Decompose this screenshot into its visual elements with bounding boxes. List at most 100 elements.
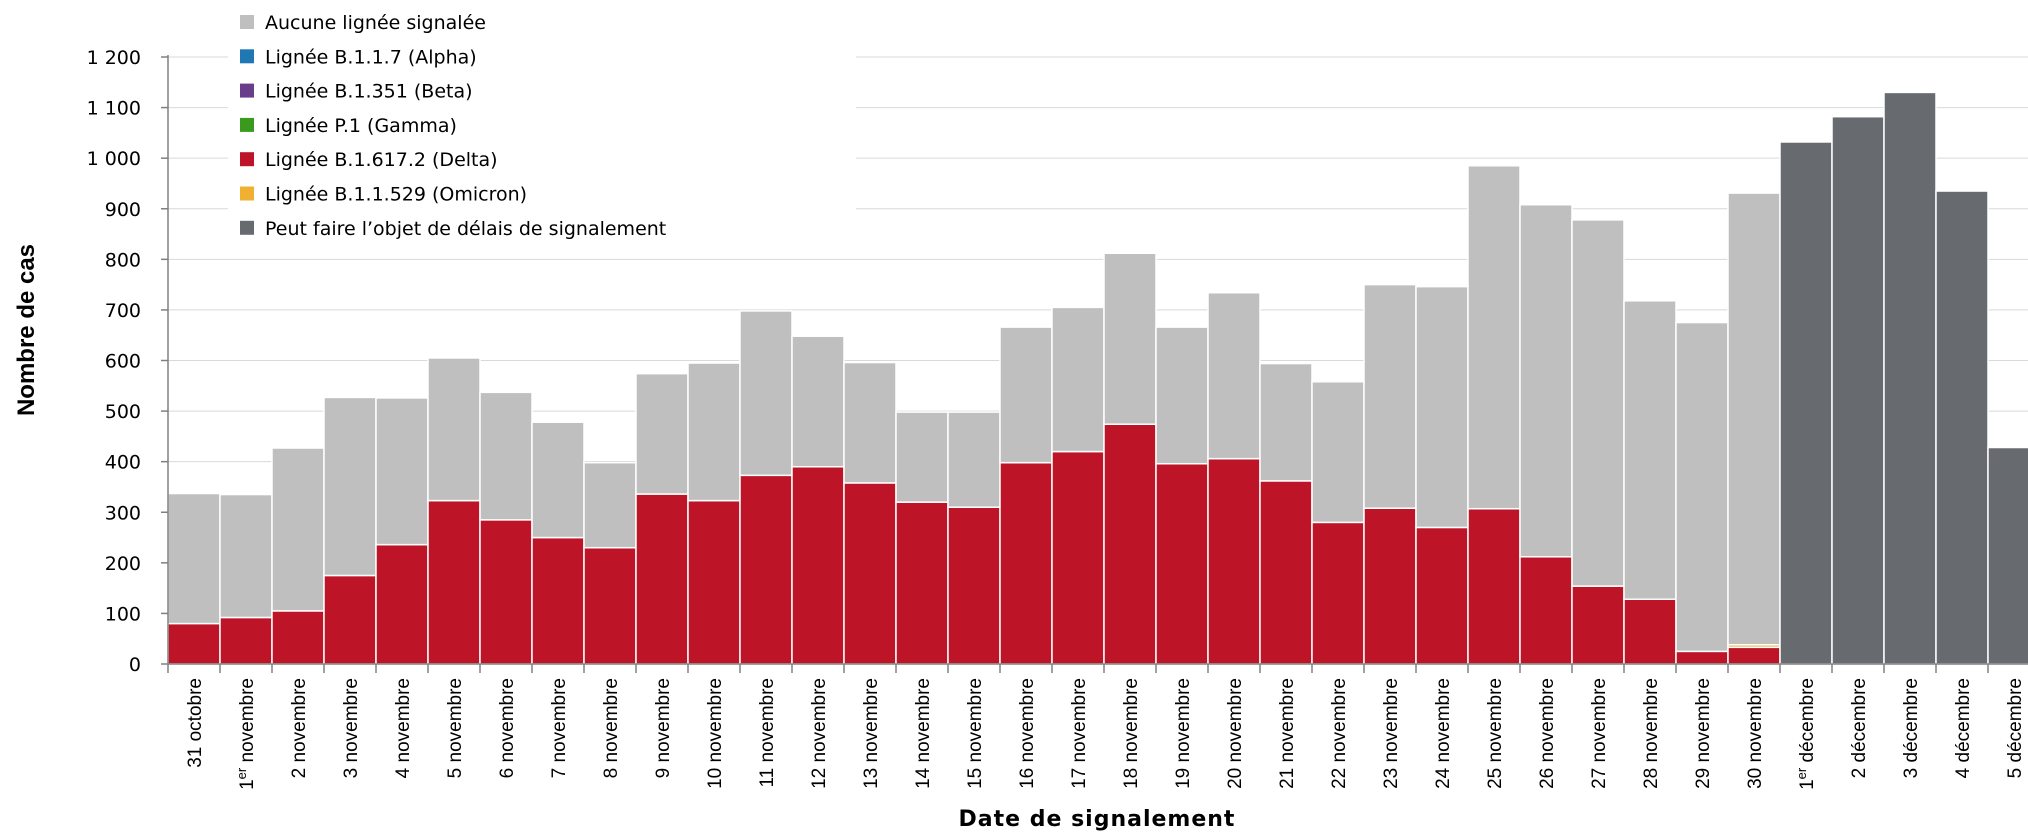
bar-segment bbox=[739, 310, 793, 477]
legend-swatch bbox=[240, 152, 254, 167]
legend-swatch bbox=[240, 83, 254, 98]
y-tick-label: 300 bbox=[105, 502, 141, 524]
bars bbox=[167, 91, 2028, 665]
x-tick-label: 24 novembre bbox=[1433, 678, 1454, 789]
bar-segment bbox=[1155, 326, 1209, 465]
y-tick-label: 200 bbox=[105, 553, 141, 575]
x-tick-label: 8 novembre bbox=[601, 678, 622, 778]
bar-segment bbox=[895, 501, 949, 665]
bar-segment bbox=[1103, 252, 1157, 425]
bar-segment bbox=[1311, 521, 1365, 665]
legend: Aucune lignée signalée Lignée B.1.1.7 (Al… bbox=[228, 2, 856, 244]
legend-label: Lignée P.1 (Gamma) bbox=[265, 115, 457, 137]
bar-segment bbox=[1311, 380, 1365, 524]
x-tick-label: 4 décembre bbox=[1953, 678, 1974, 778]
bar-segment bbox=[843, 482, 897, 665]
bar-segment bbox=[323, 574, 377, 665]
bar-segment bbox=[999, 326, 1053, 464]
x-tick-label: 1er décembre bbox=[1794, 678, 1818, 790]
bar-segment bbox=[375, 397, 429, 546]
x-tick-label: 22 novembre bbox=[1329, 678, 1350, 789]
x-tick-label: 9 novembre bbox=[653, 678, 674, 778]
bar-segment bbox=[1155, 462, 1209, 665]
x-tick-label: 17 novembre bbox=[1069, 678, 1090, 789]
bar-segment bbox=[479, 519, 533, 665]
legend-swatch bbox=[240, 15, 254, 29]
x-tick-label: 11 novembre bbox=[757, 678, 778, 788]
bar-segment bbox=[635, 372, 689, 495]
legend-swatch bbox=[240, 49, 254, 64]
bar-segment bbox=[323, 396, 377, 577]
bar-segment bbox=[1051, 306, 1105, 453]
x-tick-label: 1er novembre bbox=[234, 678, 258, 790]
bar-segment bbox=[1883, 91, 1937, 665]
bar-segment bbox=[427, 357, 481, 502]
x-tick-label: 16 novembre bbox=[1017, 678, 1038, 789]
bar-segment bbox=[947, 506, 1001, 665]
x-tick-label: 20 novembre bbox=[1225, 678, 1246, 789]
bar-segment bbox=[843, 361, 897, 484]
bar-segment bbox=[1987, 446, 2028, 665]
bar-segment bbox=[1675, 650, 1729, 665]
bar-segment bbox=[1415, 526, 1469, 665]
y-tick-label: 1 100 bbox=[87, 98, 141, 120]
bar-segment bbox=[687, 499, 741, 665]
x-tick-label: 2 novembre bbox=[289, 678, 310, 778]
bar-segment bbox=[479, 391, 533, 521]
y-tick-labels: 0 100 200 300 400 500 600 700 800 900 1 000 1 100 1 … bbox=[87, 47, 141, 676]
y-tick-label: 900 bbox=[105, 199, 141, 221]
x-tick-label: 21 novembre bbox=[1277, 678, 1298, 789]
y-tick-label: 0 bbox=[129, 654, 141, 676]
x-tick-label: 29 novembre bbox=[1693, 678, 1714, 789]
x-tick-label: 18 novembre bbox=[1121, 678, 1142, 789]
y-axis-title: Nombre de cas bbox=[13, 244, 40, 416]
y-tick-label: 400 bbox=[105, 452, 141, 474]
bar-segment bbox=[1727, 192, 1781, 646]
bar-segment bbox=[1467, 507, 1521, 665]
legend-label: Lignée B.1.1.529 (Omicron) bbox=[265, 184, 527, 206]
bar-segment bbox=[1415, 285, 1469, 529]
bar-segment bbox=[947, 411, 1001, 508]
bar-segment bbox=[895, 411, 949, 503]
x-tick-label: 13 novembre bbox=[861, 678, 882, 789]
x-tick-label: 27 novembre bbox=[1589, 678, 1610, 789]
bar-segment bbox=[271, 610, 325, 665]
x-tick-label: 14 novembre bbox=[913, 678, 934, 789]
legend-label: Lignée B.1.617.2 (Delta) bbox=[265, 149, 498, 171]
y-tick-label: 500 bbox=[105, 401, 141, 423]
y-tick-label: 800 bbox=[105, 249, 141, 271]
bar-segment bbox=[1831, 115, 1885, 665]
x-tick-label: 25 novembre bbox=[1485, 678, 1506, 789]
bar-segment bbox=[531, 421, 585, 539]
legend-background bbox=[228, 2, 856, 244]
bar-segment bbox=[167, 622, 221, 665]
y-tick-label: 100 bbox=[105, 603, 141, 625]
bar-segment bbox=[1467, 165, 1521, 510]
bar-segment bbox=[1571, 585, 1625, 665]
bar-segment bbox=[1571, 219, 1625, 587]
x-axis-title: Date de signalement bbox=[959, 807, 1236, 832]
bar-segment bbox=[999, 461, 1053, 665]
bar-segment bbox=[791, 335, 845, 468]
bar-segment bbox=[583, 461, 637, 549]
bar-segment bbox=[791, 465, 845, 665]
bar-segment bbox=[219, 616, 273, 665]
bar-segment bbox=[219, 493, 273, 619]
bar-segment bbox=[1363, 507, 1417, 665]
bar-segment bbox=[1519, 556, 1573, 665]
bar-segment bbox=[1779, 141, 1833, 665]
x-tick-labels: 31 octobre 1er novembre 2 novembre 3 novemb… bbox=[185, 678, 2026, 790]
bar-segment bbox=[1727, 646, 1781, 665]
x-tick-label: 5 novembre bbox=[445, 678, 466, 778]
x-tick-label: 31 octobre bbox=[185, 678, 206, 768]
bar-segment bbox=[1207, 457, 1261, 665]
x-tick-label: 23 novembre bbox=[1381, 678, 1402, 789]
bar-segment bbox=[739, 474, 793, 665]
axes bbox=[161, 55, 2028, 673]
bar-segment bbox=[1051, 450, 1105, 665]
bar-segment bbox=[583, 546, 637, 665]
legend-label: Lignée B.1.1.7 (Alpha) bbox=[265, 46, 477, 68]
y-tick-label: 700 bbox=[105, 300, 141, 322]
x-tick-label: 10 novembre bbox=[705, 678, 726, 789]
